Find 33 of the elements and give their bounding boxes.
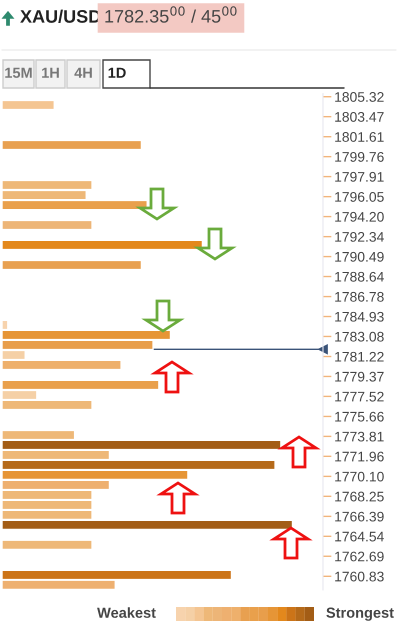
y-tick-label: 1775.66: [335, 412, 384, 422]
text: 15M: [5, 68, 32, 78]
y-tick-label: 1788.64: [335, 272, 384, 282]
y-tick-label: 1796.05: [335, 192, 384, 202]
text: Strongest: [326, 608, 394, 621]
y-tick-label: 1786.78: [335, 292, 384, 302]
y-tick-label: 1794.20: [335, 212, 384, 222]
y-tick-label: 1762.69: [335, 552, 384, 562]
text: 1H: [42, 68, 59, 78]
y-tick-label: 1768.25: [335, 492, 384, 502]
text: 1D: [108, 68, 126, 78]
chart-title: XAU/USD: [20, 10, 100, 24]
y-tick-label: 1773.81: [335, 432, 384, 442]
chart-subtitle: 1782.35$^{00}$ / 45$^{00}$: [105, 6, 237, 23]
y-tick-label: 1771.96: [335, 452, 384, 462]
y-tick-label: 1766.39: [335, 512, 384, 522]
text: Weakest: [97, 607, 156, 618]
y-tick-label: 1803.47: [335, 112, 384, 122]
y-tick-label: 1781.22: [335, 352, 384, 362]
y-tick-label: 1783.08: [335, 332, 384, 342]
y-tick-label: 1790.49: [335, 252, 384, 262]
y-tick-label: 1760.83: [335, 572, 384, 582]
y-tick-label: 1777.52: [335, 392, 384, 402]
y-tick-label: 1797.91: [335, 172, 384, 182]
y-tick-label: 1799.76: [335, 152, 384, 162]
y-tick-label: 1805.32: [335, 92, 384, 102]
y-tick-label: 1764.54: [335, 532, 384, 542]
text: 4H: [74, 68, 92, 78]
y-tick-label: 1779.37: [335, 372, 384, 382]
y-tick-label: 1770.10: [335, 472, 384, 482]
y-tick-label: 1792.34: [335, 232, 384, 242]
y-tick-label: 1784.93: [335, 312, 384, 322]
y-tick-label: 1801.61: [335, 132, 384, 142]
